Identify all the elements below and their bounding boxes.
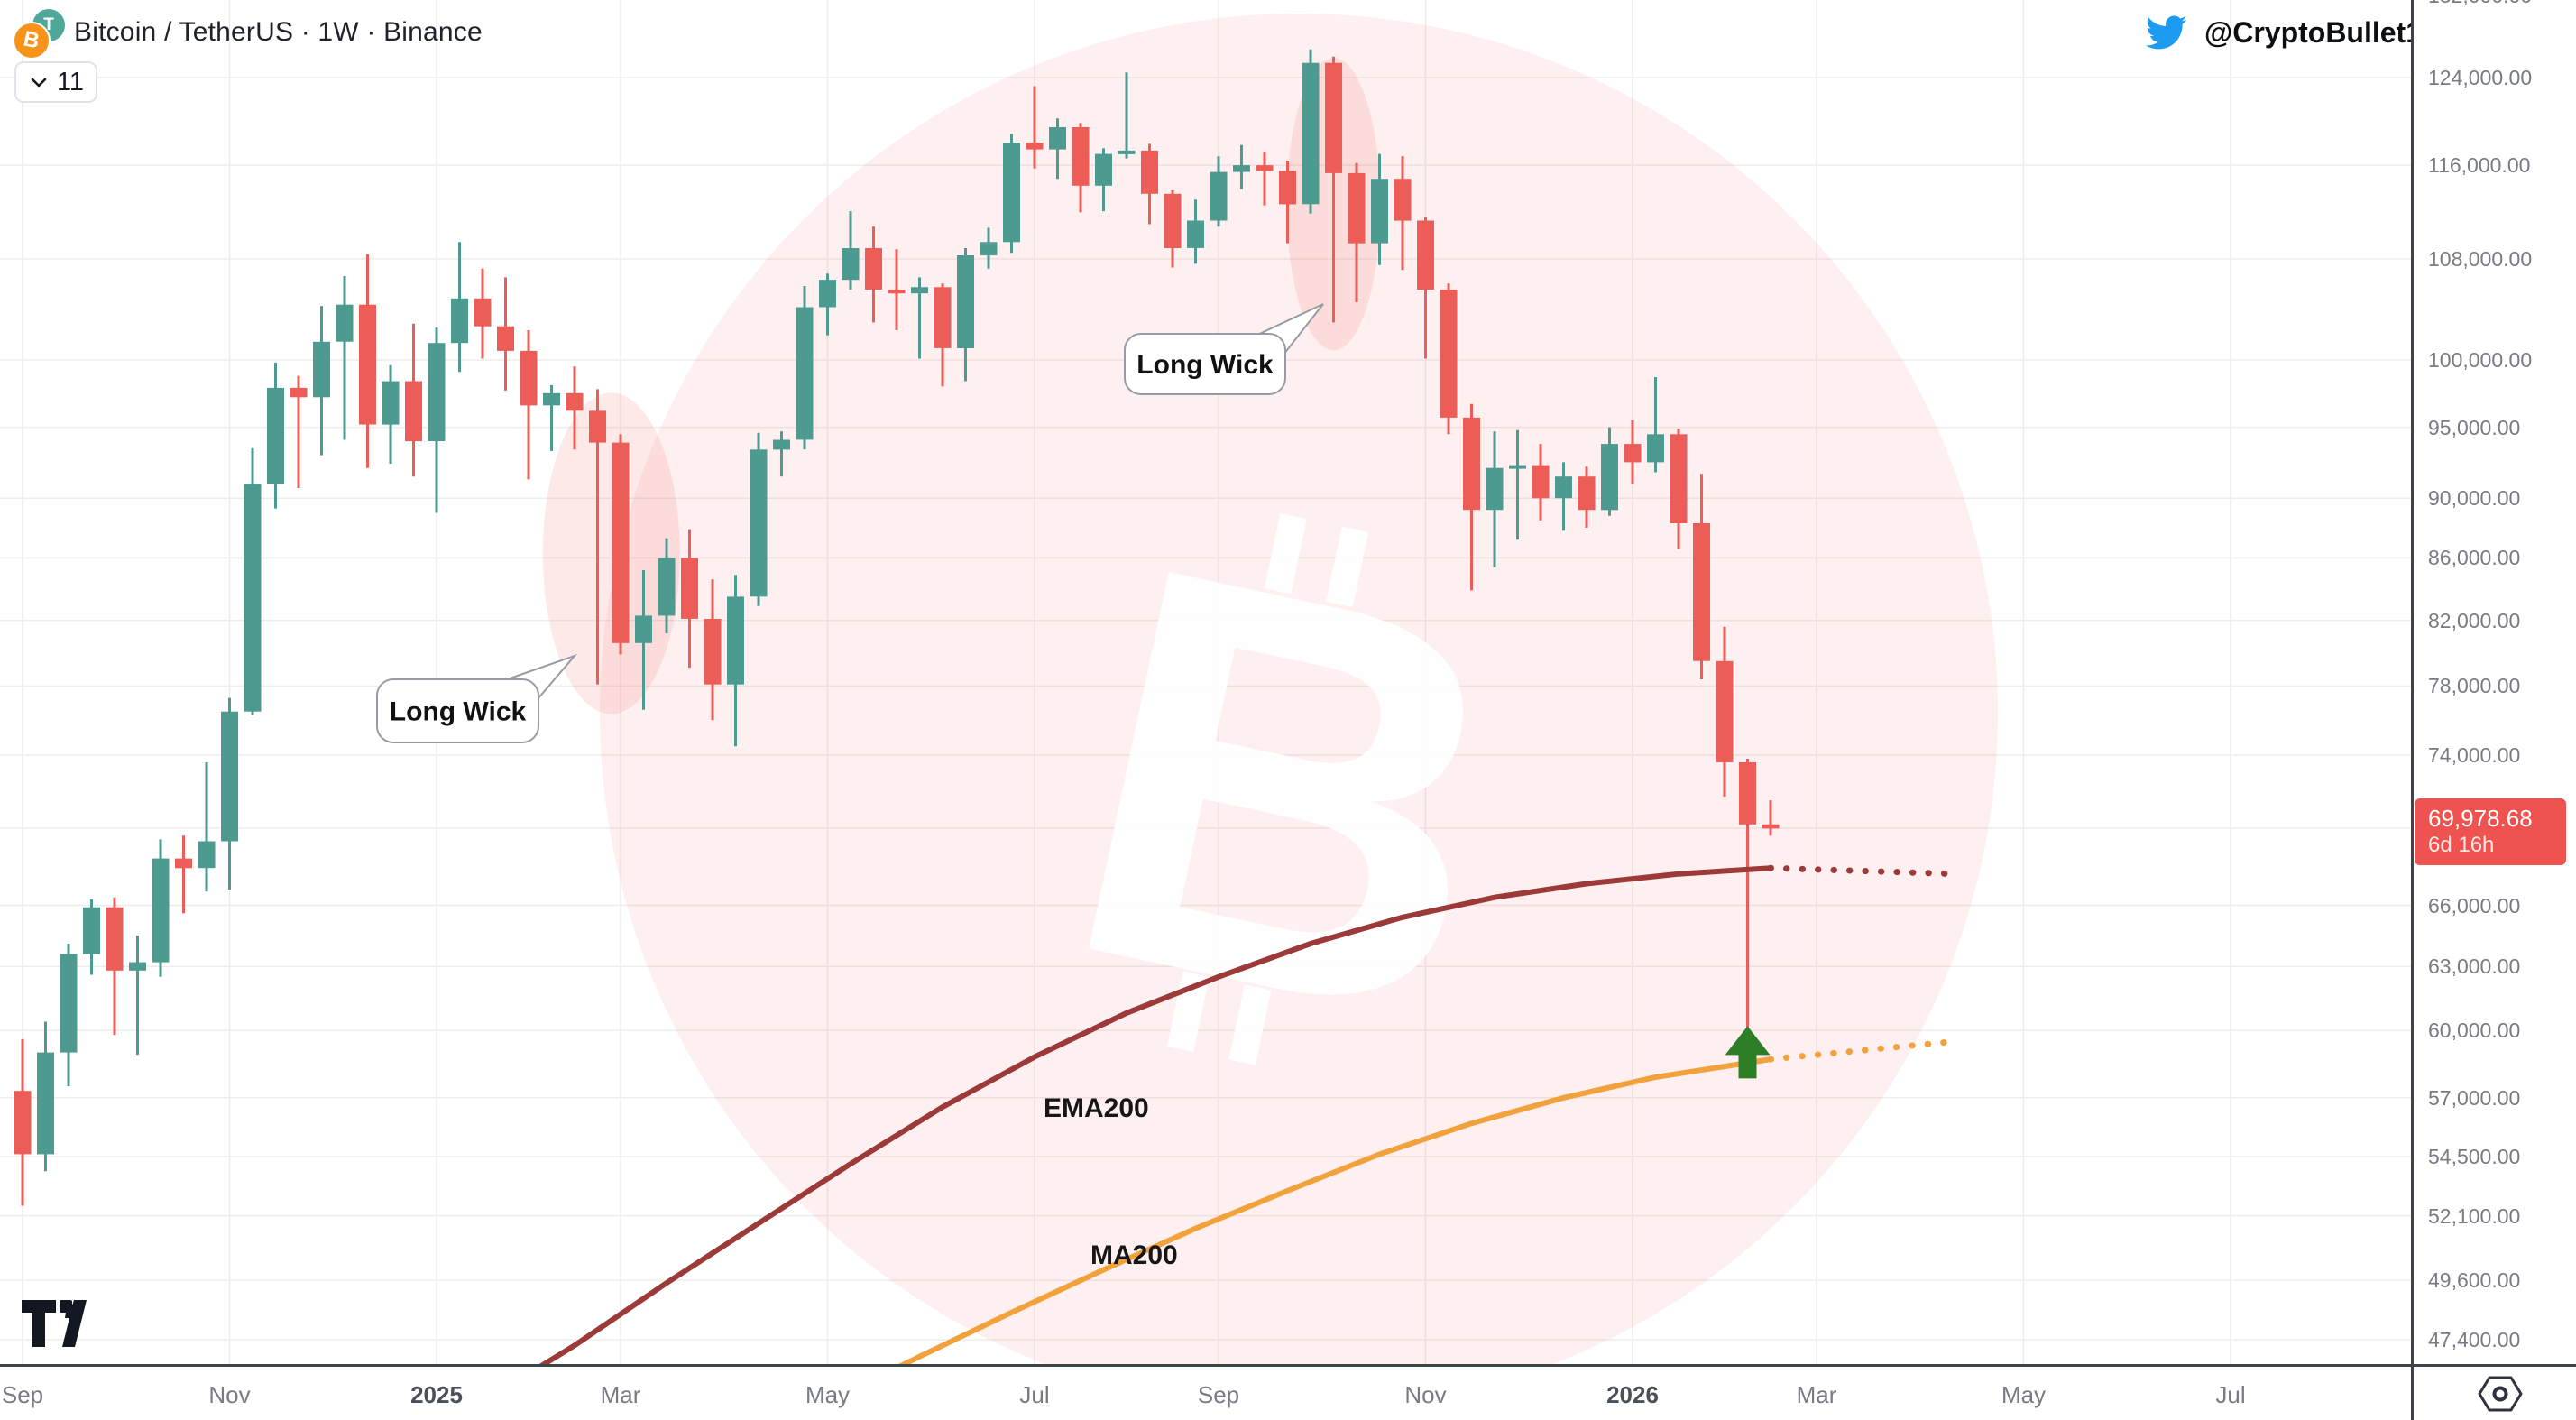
price-axis-label: 57,000.00 [2428,1085,2521,1110]
price-axis-label: 132,000.00 [2428,0,2532,8]
candlestick-plot[interactable]: B Long Wick Long Wick [0,0,2411,1364]
object-tree-count-button[interactable]: 11 [14,61,97,103]
price-axis-label: 66,000.00 [2428,893,2521,917]
time-axis[interactable]: Sep Nov 2025 Mar May Jul Sep Nov 2026 Mar May Jul [0,1367,2411,1420]
twitter-handle-text: @CryptoBullet1 [2204,15,2422,49]
price-axis-label: 60,000.00 [2428,1019,2521,1043]
price-axis-label: 47,400.00 [2428,1328,2521,1352]
time-axis-label: 2025 [410,1381,463,1408]
ma200-line [898,1056,1773,1364]
time-axis-label: Nov [208,1381,251,1408]
watermark-circle [600,14,1998,1364]
price-axis-label: 124,000.00 [2428,66,2533,90]
price-axis-label: 116,000.00 [2428,153,2531,178]
svg-text:Long Wick: Long Wick [390,697,527,727]
symbol-icon-pair: T B [13,7,65,60]
price-axis-label: 108,000.00 [2428,247,2533,272]
price-axis-label: 86,000.00 [2428,546,2521,570]
ema200-line [538,865,1773,1364]
time-axis-divider [0,1364,2576,1367]
time-axis-label: Mar [600,1381,641,1408]
price-axis-label: 54,500.00 [2428,1145,2521,1169]
tradingview-logo[interactable] [22,1299,87,1348]
time-axis-label: Mar [1796,1381,1837,1408]
ma200-label: MA200 [1090,1240,1178,1270]
price-axis-label: 49,600.00 [2428,1268,2521,1293]
time-axis-label: May [805,1381,851,1408]
price-axis-label: 74,000.00 [2428,743,2521,768]
long-wick-callout: Long Wick [376,653,578,743]
ema200-label: EMA200 [1044,1093,1149,1123]
time-axis-label: Sep [1197,1381,1240,1408]
price-axis-label: 100,000.00 [2428,348,2533,372]
price-axis-label: 82,000.00 [2428,608,2521,632]
time-axis-label: Jul [1019,1381,1050,1408]
bar-countdown: 6d 16h [2428,833,2495,858]
price-axis-label: 63,000.00 [2428,954,2521,979]
time-axis-label: Sep [1,1381,44,1408]
price-axis-label: 95,000.00 [2428,415,2521,439]
twitter-attribution[interactable]: @CryptoBullet1 [2139,11,2422,54]
ma200-projection [1767,1037,1958,1063]
price-axis-divider [2411,0,2414,1420]
current-price-badge: 69,978.68 6d 16h [2415,798,2566,866]
symbol-title[interactable]: Bitcoin / TetherUS · 1W · Binance [74,17,483,47]
price-axis-label: 78,000.00 [2428,674,2521,698]
svg-text:Long Wick: Long Wick [1136,350,1274,380]
price-axis-label: 90,000.00 [2428,486,2521,511]
bitcoin-icon: B [13,22,51,60]
twitter-bird-icon [2145,15,2187,50]
time-axis-label: Jul [2215,1381,2246,1408]
ema200-projection [1767,864,1958,878]
time-axis-label: May [2001,1381,2047,1408]
chart-header: T B Bitcoin / TetherUS · 1W · Binance 11 [13,7,483,103]
price-axis[interactable]: 69,978.68 6d 16h 132,000.00 124,000.00 116… [2414,0,2576,1420]
time-axis-label: Nov [1404,1381,1447,1408]
scale-settings-icon[interactable] [2477,1375,2524,1413]
current-price-value: 69,978.68 [2428,805,2533,833]
price-axis-label: 52,100.00 [2428,1203,2521,1228]
long-wick-callout: Long Wick [1124,303,1324,395]
up-arrow-marker [1725,1026,1771,1079]
chart-canvas[interactable]: B Long Wick Long Wick [0,0,2411,1364]
chevron-down-icon [31,78,47,88]
time-axis-label: 2026 [1606,1381,1659,1408]
